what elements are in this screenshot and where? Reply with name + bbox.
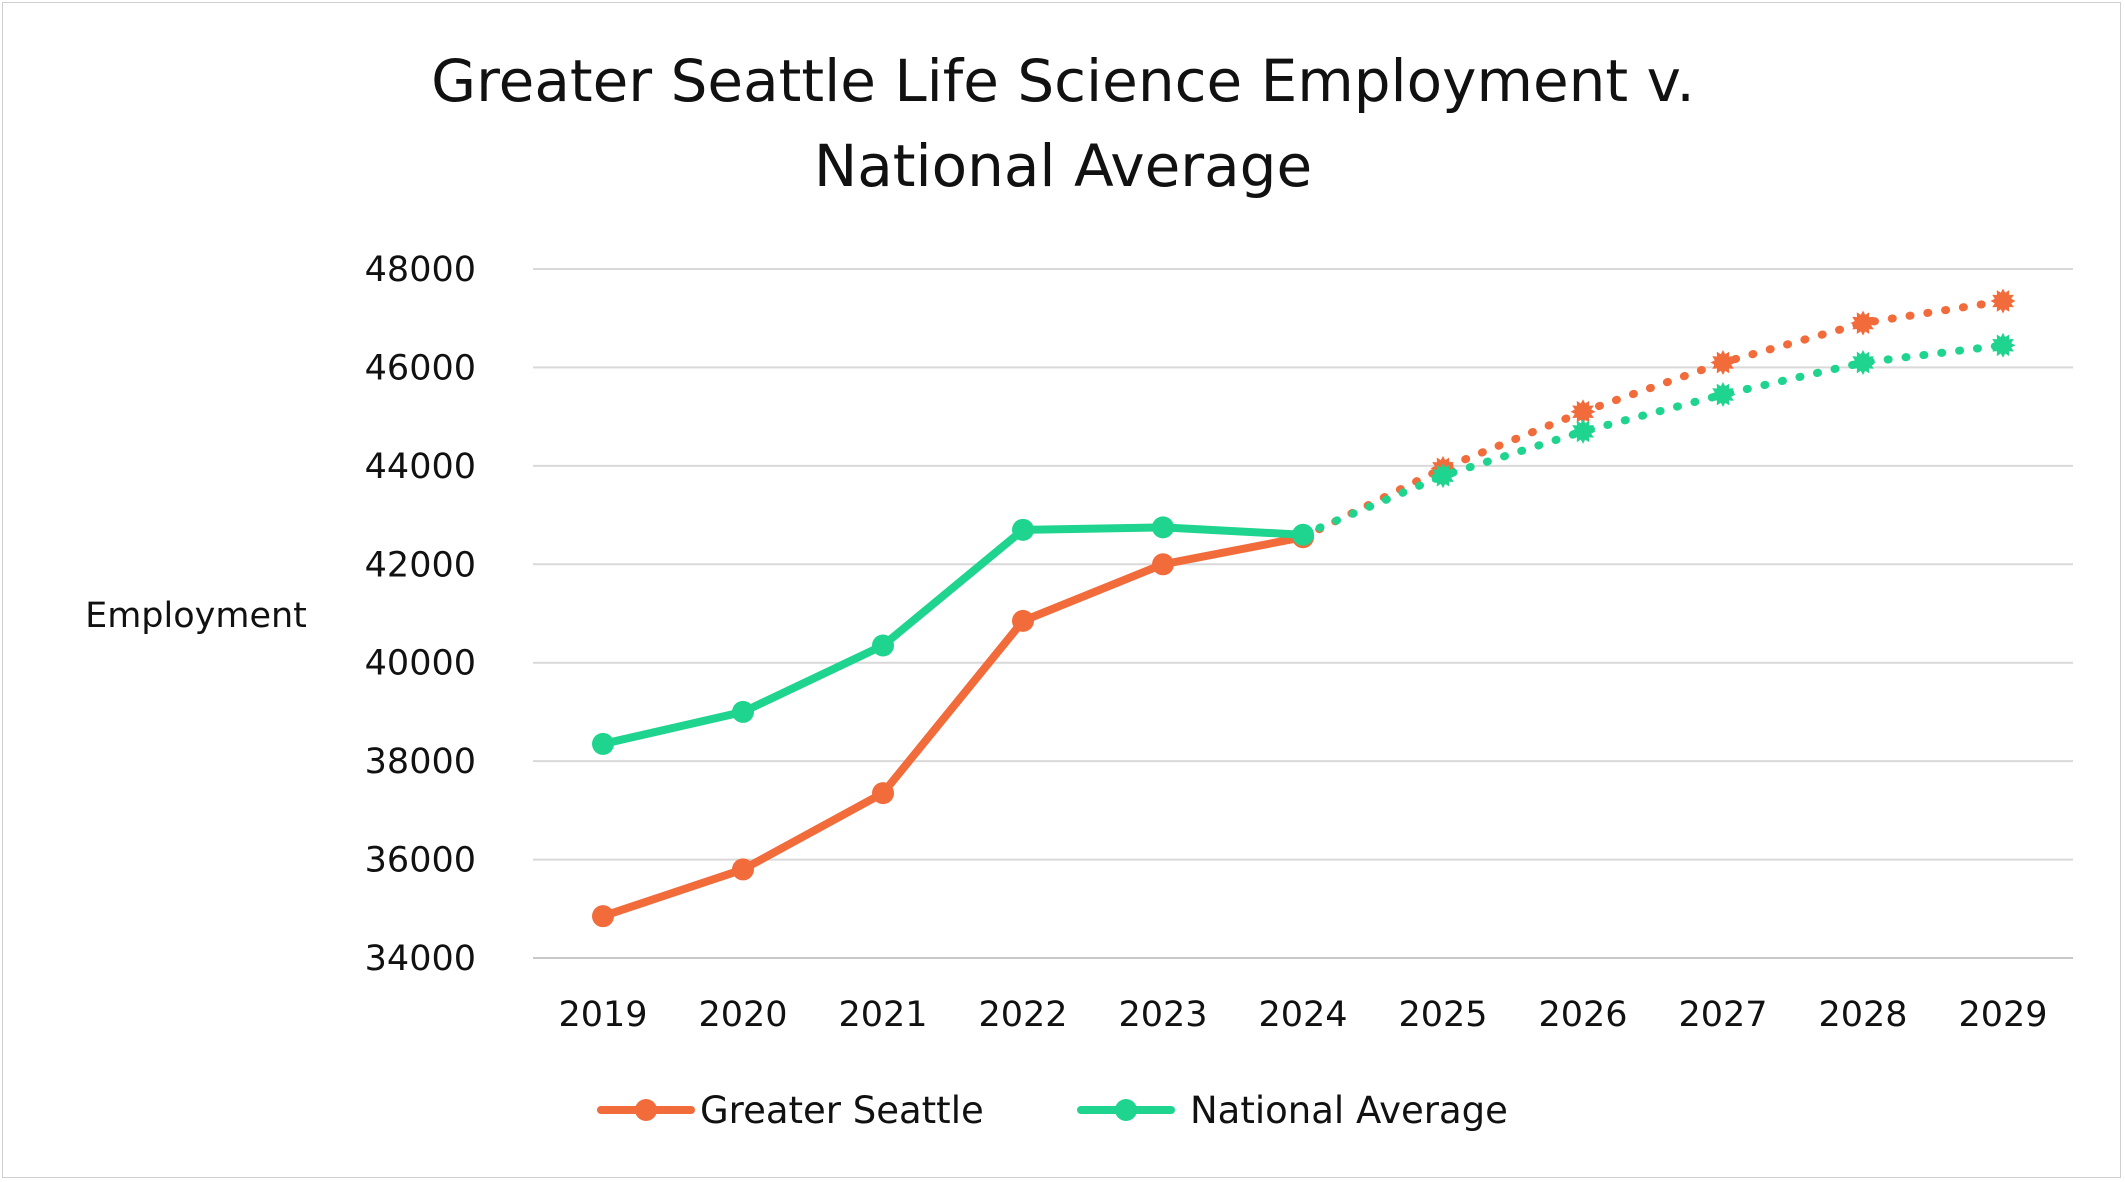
data-point <box>1012 609 1034 632</box>
x-tick-label: 2026 <box>1538 995 1627 1035</box>
x-tick-label: 2027 <box>1678 995 1767 1035</box>
y-tick-label: 36000 <box>365 841 476 881</box>
forecast-data-point <box>1990 288 2016 314</box>
chart-title: Greater Seattle Life Science Employment … <box>431 47 1695 200</box>
series-national-average <box>592 332 2016 755</box>
legend-swatch-marker <box>635 1099 657 1121</box>
x-tick-label: 2019 <box>558 995 647 1035</box>
x-tick-label: 2025 <box>1398 995 1487 1035</box>
x-tick-label: 2021 <box>838 995 927 1035</box>
chart-title-line-1: Greater Seattle Life Science Employment … <box>431 47 1695 115</box>
data-point <box>1152 553 1174 576</box>
legend-label: National Average <box>1190 1089 1508 1132</box>
series-greater-seattle <box>592 288 2016 928</box>
x-tick-label: 2028 <box>1818 995 1907 1035</box>
y-tick-label: 38000 <box>365 742 476 782</box>
forecast-data-point <box>1990 332 2016 358</box>
y-axis-ticks: 34000 36000 38000 40000 42000 44000 46000 48000 <box>365 250 476 979</box>
y-tick-label: 48000 <box>365 250 476 290</box>
data-point <box>732 858 754 881</box>
series-line-actual <box>599 523 1307 748</box>
data-point <box>872 634 894 657</box>
series-line-forecast <box>1299 296 2007 542</box>
x-tick-label: 2029 <box>1958 995 2047 1035</box>
chart-title-line-2: National Average <box>814 132 1312 200</box>
forecast-data-point <box>1710 382 1736 407</box>
data-point <box>592 905 614 928</box>
data-point <box>732 700 754 723</box>
y-tick-label: 40000 <box>365 644 476 684</box>
legend-swatch-marker <box>1115 1099 1137 1121</box>
x-axis-ticks: 2019 2020 2021 2022 2023 2024 2025 2026 2027 2028… <box>558 995 2047 1035</box>
forecast-data-point <box>1710 350 1736 376</box>
y-tick-label: 42000 <box>365 545 476 585</box>
forecast-data-point <box>1570 399 1596 425</box>
forecast-data-point <box>1430 463 1456 489</box>
x-tick-label: 2020 <box>698 995 787 1035</box>
forecast-data-point <box>1850 310 1876 336</box>
legend-label: Greater Seattle <box>700 1089 984 1132</box>
data-point <box>872 782 894 805</box>
data-point <box>592 732 614 755</box>
series-line-forecast <box>1299 341 2007 539</box>
chart: Greater Seattle Life Science Employment … <box>85 47 2073 1132</box>
y-tick-label: 44000 <box>365 447 476 487</box>
legend-item: National Average <box>1077 1089 1508 1132</box>
data-point <box>1292 523 1314 546</box>
series-layer <box>592 288 2016 928</box>
forecast-data-point <box>1570 418 1596 444</box>
y-axis-label: Employment <box>85 596 307 636</box>
data-point <box>1152 516 1174 539</box>
forecast-data-point <box>1850 350 1876 376</box>
legend: Greater Seattle National Average <box>597 1089 1508 1132</box>
y-tick-label: 46000 <box>365 348 476 388</box>
x-tick-label: 2023 <box>1118 995 1207 1035</box>
series-line-actual <box>599 533 1307 921</box>
data-point <box>1012 518 1034 541</box>
legend-item: Greater Seattle <box>597 1089 984 1132</box>
x-tick-label: 2022 <box>978 995 1067 1035</box>
gridlines <box>533 268 2073 959</box>
y-tick-label: 34000 <box>365 939 476 979</box>
x-tick-label: 2024 <box>1258 995 1347 1035</box>
